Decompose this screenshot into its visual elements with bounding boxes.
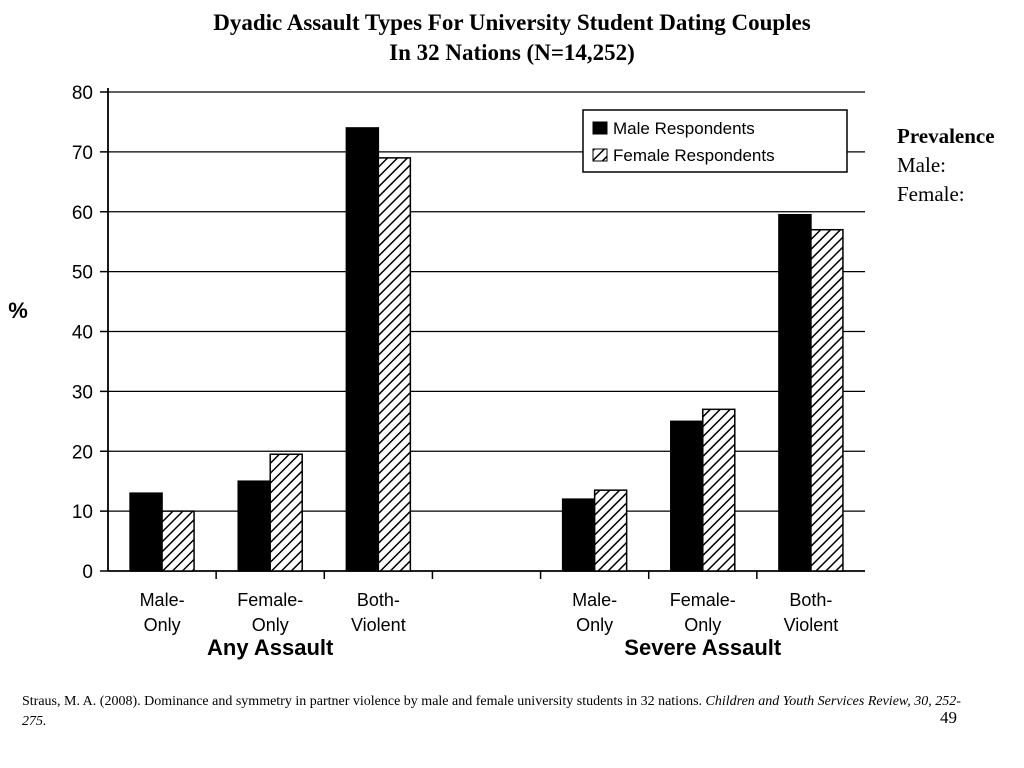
y-tick-label: 0	[82, 562, 93, 583]
y-tick-label: 80	[72, 83, 93, 104]
y-tick-label: 20	[72, 442, 93, 463]
x-tick-label: Female-	[670, 590, 736, 610]
legend-label-male: Male Respondents	[613, 119, 755, 138]
bar-female	[161, 510, 195, 572]
prevalence-male-label: Male:	[897, 153, 946, 177]
bars	[129, 127, 844, 572]
axis-labels: 0 10 20 30 40 50 60 70 80% Male- Only Female- Only Bo…	[8, 83, 838, 660]
bar-chart: 0 10 20 30 40 50 60 70 80% Male- Only Female- Only Bo…	[8, 83, 865, 660]
x-tick-label: Violent	[784, 615, 839, 635]
y-tick-label: 70	[72, 143, 93, 164]
bar-female	[810, 228, 844, 572]
y-tick-label: 60	[72, 203, 93, 224]
bar-female	[377, 157, 412, 572]
page-number: 49	[940, 708, 957, 727]
title-line-2: In 32 Nations (N=14,252)	[389, 40, 635, 65]
y-tick-label: 30	[72, 382, 93, 403]
citation: Straus, M. A. (2008). Dominance and symm…	[22, 692, 972, 732]
bar-female	[593, 489, 628, 572]
x-tick-label: Only	[252, 615, 289, 635]
bar-male	[237, 480, 271, 572]
x-tick-label: Violent	[351, 615, 406, 635]
chart-title: Dyadic Assault Types For University Stud…	[0, 8, 1024, 68]
legend: Male Respondents Female Respondents	[582, 109, 848, 173]
bar-female	[269, 453, 303, 572]
legend-swatch-female	[592, 148, 608, 162]
bar-male	[778, 213, 812, 572]
y-tick-label: 10	[72, 502, 93, 523]
citation-text: Straus, M. A. (2008). Dominance and symm…	[22, 694, 706, 709]
y-tick-label: 40	[72, 323, 93, 344]
bar-male	[345, 127, 380, 572]
legend-box	[582, 109, 848, 173]
bar-female	[702, 408, 736, 572]
title-line-1: Dyadic Assault Types For University Stud…	[213, 10, 811, 35]
x-tick-label: Only	[576, 615, 613, 635]
axes	[100, 88, 865, 579]
y-axis-label: %	[8, 298, 28, 323]
citation-journal: Children and Youth Services Review, 30, …	[22, 694, 961, 729]
prevalence-female-label: Female:	[897, 182, 965, 206]
bar-male	[670, 420, 704, 572]
group-label: Severe Assault	[624, 635, 782, 660]
legend-label-female: Female Respondents	[613, 146, 775, 165]
x-tick-label: Only	[144, 615, 181, 635]
y-tick-label: 50	[72, 263, 93, 284]
prevalence-heading: Prevalence	[897, 124, 995, 148]
group-label: Any Assault	[207, 635, 334, 660]
legend-swatch-male	[592, 121, 608, 135]
x-tick-label: Both-	[357, 590, 400, 610]
x-tick-label: Male-	[572, 590, 617, 610]
x-tick-label: Both-	[789, 590, 832, 610]
bar-male	[561, 498, 596, 572]
x-tick-label: Only	[684, 615, 721, 635]
prevalence-panel: Prevalence Male: Female:	[897, 122, 995, 209]
x-tick-label: Male-	[140, 590, 185, 610]
x-tick-label: Female-	[237, 590, 303, 610]
bar-male	[129, 492, 163, 572]
